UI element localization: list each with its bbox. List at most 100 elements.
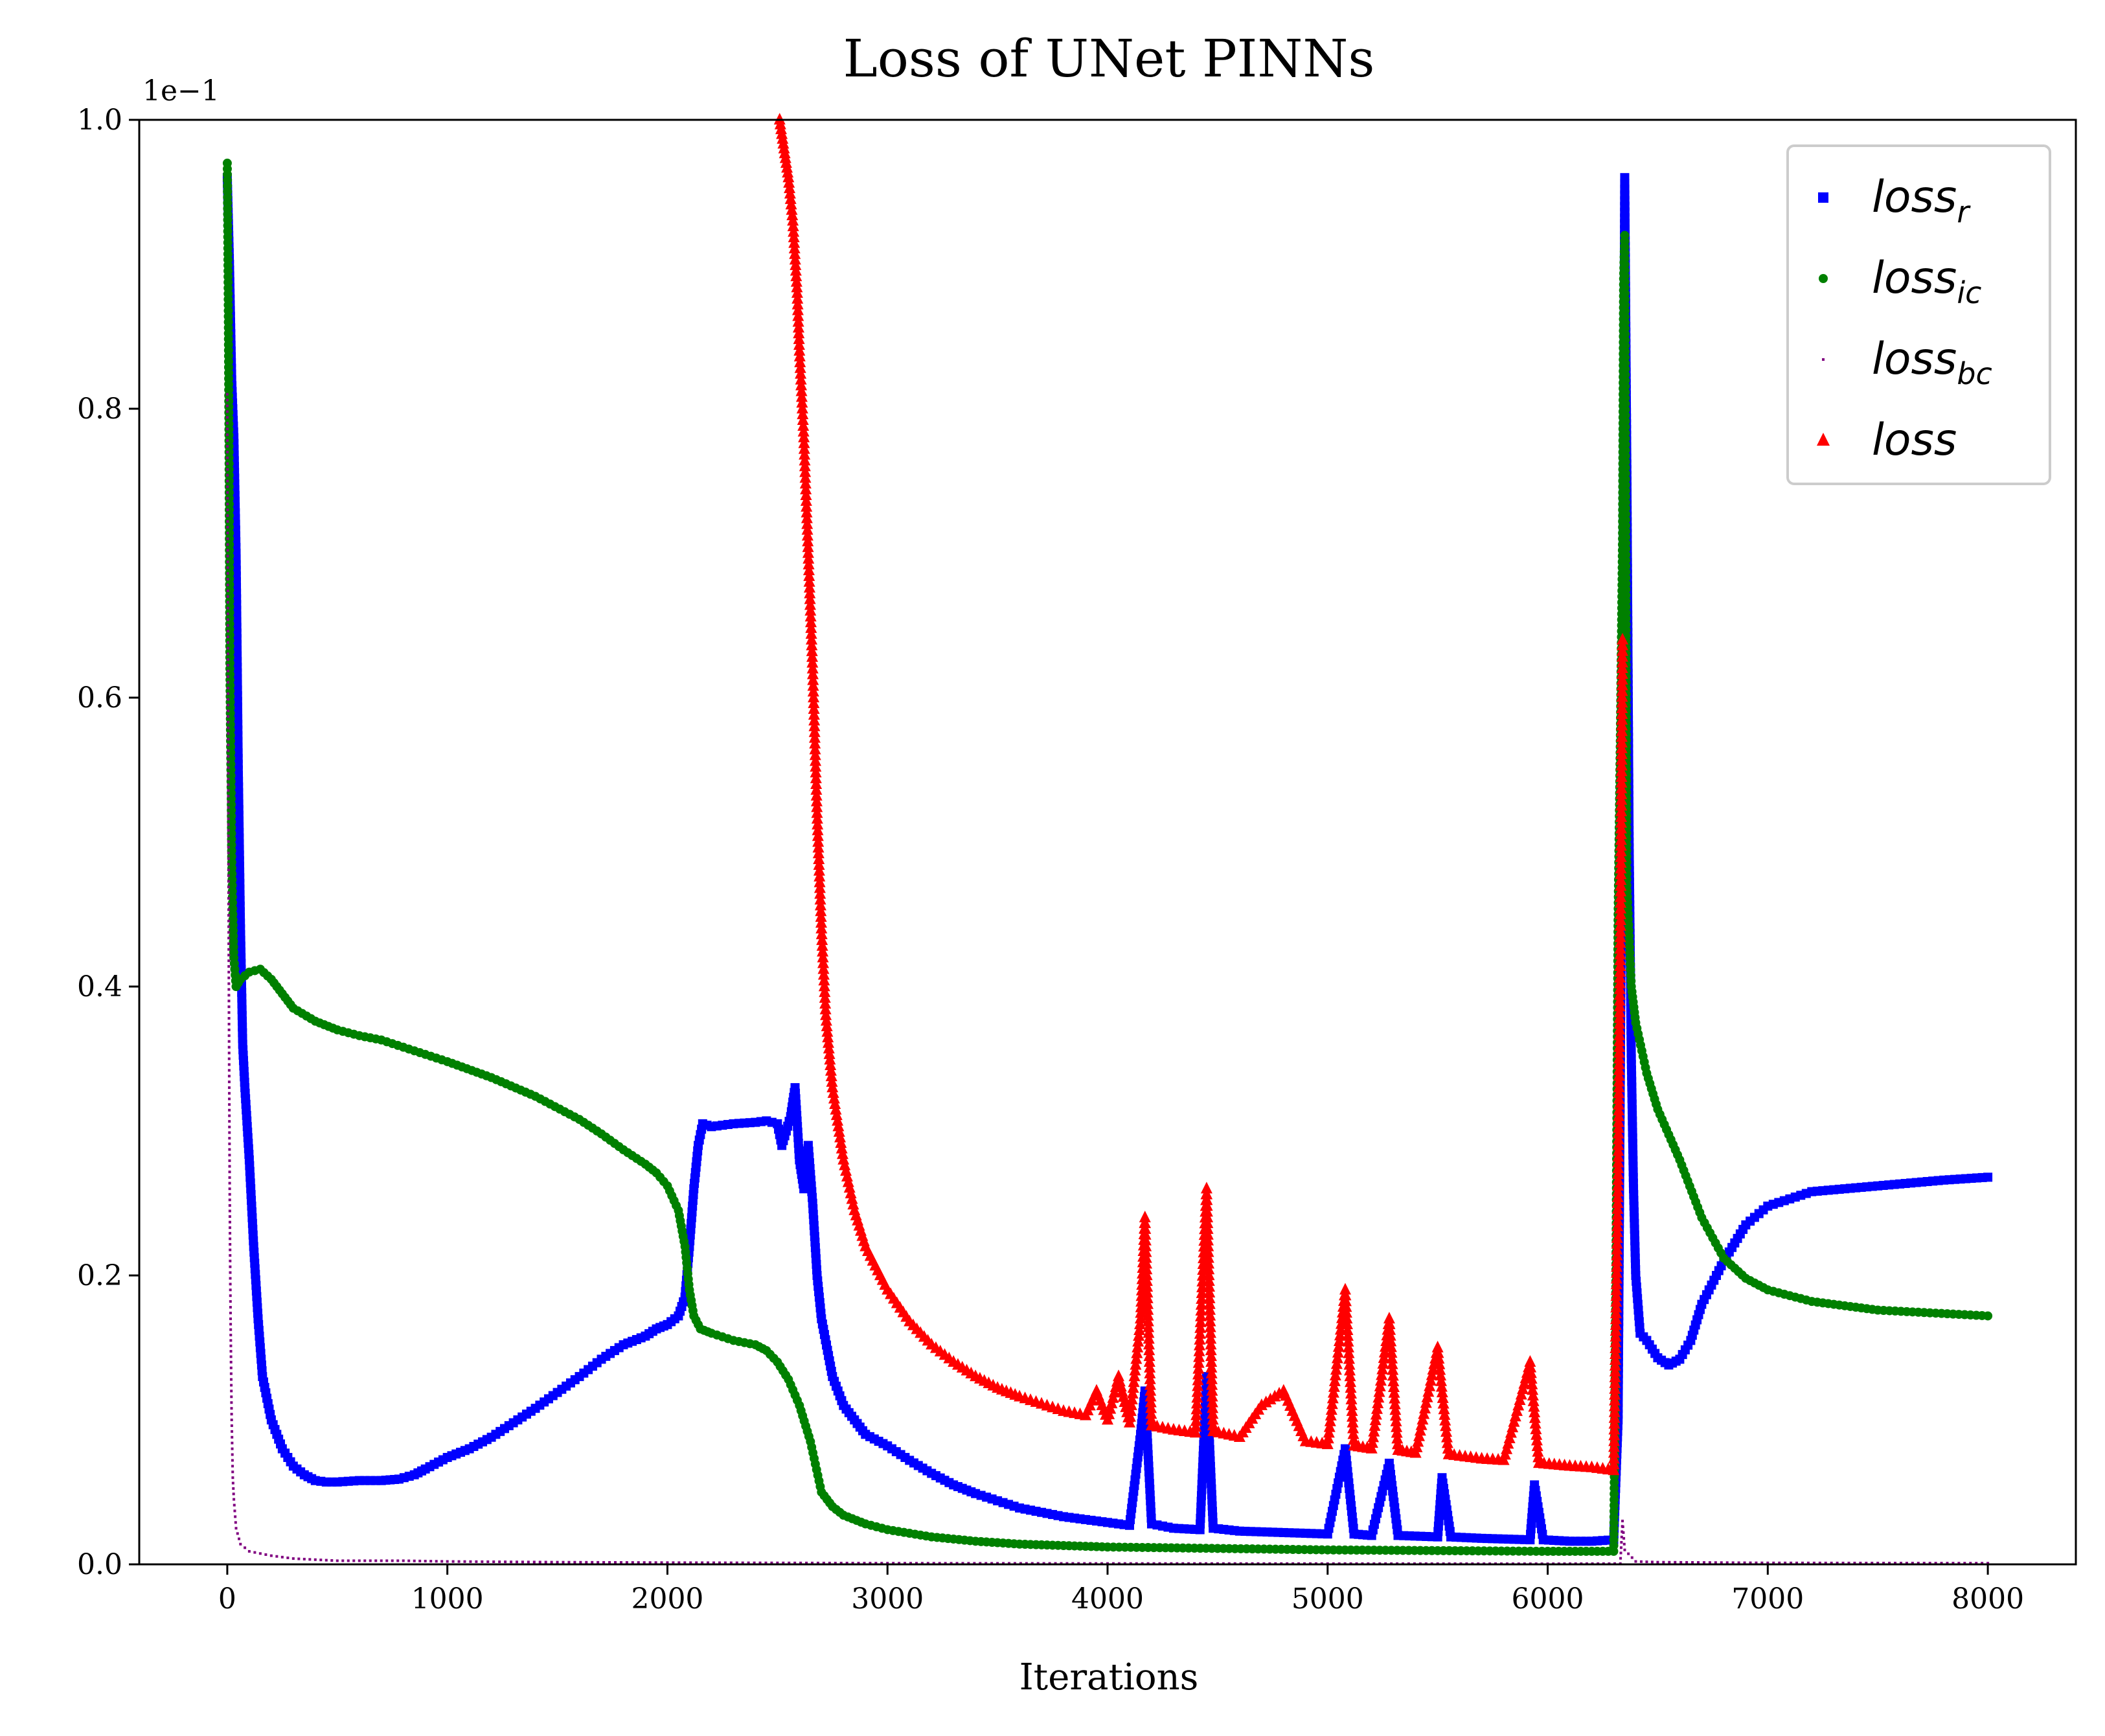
data-point: [227, 908, 231, 911]
data-point: [228, 1165, 231, 1168]
data-point: [818, 979, 830, 992]
data-point: [226, 433, 229, 437]
data-point: [996, 1562, 999, 1565]
data-point: [1433, 1352, 1445, 1364]
data-point: [1143, 1320, 1155, 1332]
data-point: [1830, 1561, 1833, 1564]
data-point: [227, 828, 230, 832]
data-point: [841, 1169, 853, 1182]
data-point: [1389, 1409, 1402, 1421]
data-point: [1143, 1343, 1155, 1356]
data-point: [1002, 1562, 1005, 1565]
legend-label: lossbc: [1872, 334, 1992, 391]
data-point: [457, 1560, 461, 1563]
data-point: [550, 1560, 553, 1564]
data-point: [1204, 1314, 1216, 1327]
data-point: [226, 584, 229, 587]
data-point: [229, 1237, 232, 1240]
data-point: [226, 474, 229, 477]
data-point: [228, 1204, 231, 1207]
data-point: [1343, 1358, 1356, 1370]
data-point: [1981, 1562, 1984, 1565]
data-point: [226, 554, 229, 558]
data-point: [227, 646, 230, 650]
data-point: [1975, 1562, 1978, 1565]
x-tick-label: 7000: [1731, 1582, 1804, 1616]
data-point: [227, 703, 230, 707]
data-point: [1013, 1562, 1016, 1565]
data-point: [833, 1125, 845, 1137]
data-point: [230, 1419, 233, 1421]
data-point: [228, 1198, 231, 1202]
data-point: [226, 537, 229, 540]
data-point: [1871, 1561, 1874, 1564]
data-point: [227, 795, 230, 798]
data-point: [1442, 1442, 1454, 1454]
data-point: [806, 656, 819, 668]
data-point: [1144, 1360, 1156, 1373]
data-point: [228, 1125, 231, 1128]
data-point: [226, 503, 229, 506]
data-point: [801, 499, 813, 512]
data-point: [330, 1559, 334, 1562]
data-point: [812, 835, 825, 847]
data-point: [1345, 1375, 1357, 1388]
data-point: [1387, 1375, 1400, 1387]
data-point: [226, 549, 229, 552]
data-point: [227, 874, 230, 877]
legend: lossr lossic lossbc loss: [1786, 144, 2051, 485]
data-point: [814, 898, 826, 911]
data-point: [226, 508, 229, 512]
data-point: [1433, 1357, 1446, 1369]
data-point: [1525, 1372, 1538, 1384]
data-point: [789, 253, 801, 265]
data-point: [230, 1395, 233, 1399]
y-axis-offset-label: 1e−1: [142, 74, 220, 108]
data-point: [1527, 1383, 1539, 1395]
data-point: [302, 1557, 306, 1560]
data-point: [1946, 1562, 1949, 1565]
data-point: [826, 1075, 838, 1087]
data-point: [227, 965, 231, 968]
data-point: [788, 231, 800, 243]
data-point: [227, 857, 230, 860]
data-point: [418, 1559, 422, 1562]
data-point: [793, 1561, 797, 1564]
data-point: [1435, 1369, 1447, 1381]
data-point: [1760, 1561, 1764, 1564]
data-point: [792, 321, 804, 333]
data-point: [1203, 1274, 1215, 1286]
data-point: [818, 974, 830, 986]
data-point: [247, 1549, 251, 1553]
data-point: [562, 1560, 565, 1564]
data-point: [227, 675, 230, 678]
data-point: [1697, 1561, 1700, 1564]
data-point: [1836, 1561, 1839, 1564]
data-point: [1532, 1450, 1545, 1463]
data-point: [225, 410, 229, 413]
data-point: [1532, 1445, 1544, 1457]
data-point: [486, 1560, 490, 1563]
data-point: [1983, 1311, 1993, 1321]
data-point: [791, 303, 804, 315]
data-point: [807, 673, 819, 685]
data-point: [227, 681, 230, 684]
data-point: [227, 994, 231, 997]
data-point: [1143, 1349, 1155, 1362]
data-point: [800, 483, 812, 495]
data-point: [1391, 1420, 1403, 1432]
data-point: [226, 439, 229, 442]
data-point: [232, 1487, 235, 1490]
data-point: [229, 1366, 233, 1369]
data-point: [824, 1053, 836, 1065]
data-point: [227, 817, 230, 821]
data-point: [1140, 1245, 1152, 1257]
data-point: [233, 1509, 236, 1513]
data-point: [229, 1300, 232, 1303]
x-tick-label: 6000: [1512, 1582, 1584, 1616]
data-point: [829, 1097, 841, 1110]
data-point: [319, 1559, 323, 1562]
data-point: [1525, 1360, 1537, 1373]
data-point: [498, 1560, 501, 1564]
data-point: [812, 829, 824, 841]
